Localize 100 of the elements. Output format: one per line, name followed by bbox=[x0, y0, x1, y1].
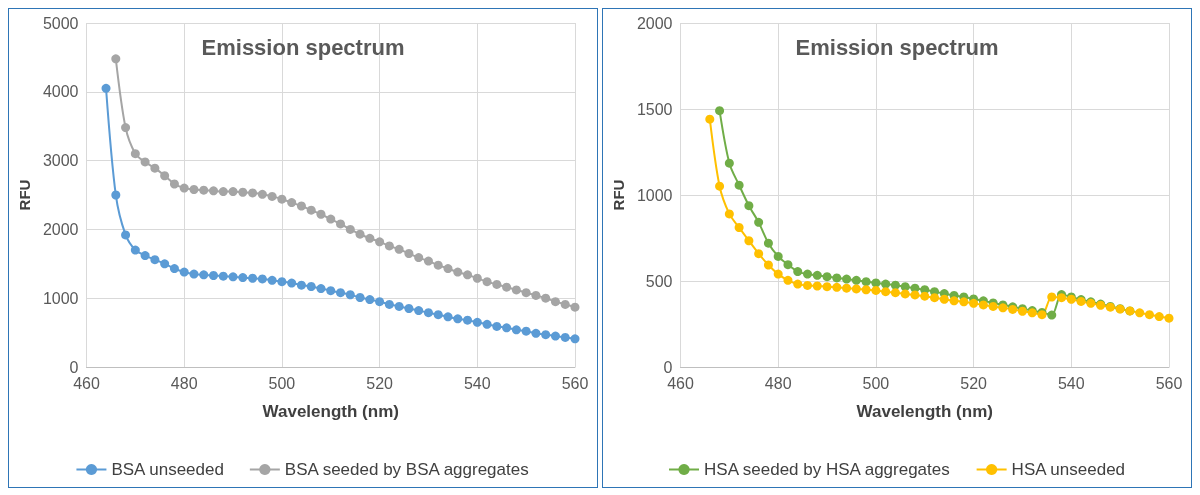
point bbox=[443, 264, 453, 274]
point bbox=[443, 312, 453, 322]
point bbox=[531, 328, 541, 338]
point bbox=[140, 157, 150, 167]
point bbox=[715, 106, 725, 116]
point bbox=[248, 188, 258, 198]
point bbox=[472, 317, 482, 327]
point bbox=[306, 282, 316, 291]
point bbox=[336, 288, 346, 298]
point bbox=[111, 54, 121, 64]
y-tick-label: 1000 bbox=[42, 289, 79, 307]
point bbox=[1135, 308, 1145, 318]
point bbox=[179, 183, 189, 193]
point bbox=[939, 294, 949, 304]
point bbox=[433, 260, 443, 270]
point bbox=[423, 308, 433, 318]
point bbox=[803, 280, 813, 290]
point bbox=[715, 181, 725, 191]
point bbox=[365, 295, 375, 305]
point bbox=[345, 290, 355, 300]
x-tick-label: 520 bbox=[366, 374, 394, 392]
point bbox=[365, 233, 375, 243]
point bbox=[414, 306, 424, 316]
x-tick-label: 500 bbox=[268, 374, 296, 392]
y-tick-label: 1500 bbox=[636, 100, 673, 118]
x-tick-label: 480 bbox=[170, 374, 198, 392]
point bbox=[1144, 310, 1154, 320]
point bbox=[140, 251, 150, 261]
point bbox=[482, 319, 492, 329]
point bbox=[793, 279, 803, 289]
point bbox=[842, 274, 852, 284]
point bbox=[160, 171, 170, 181]
point bbox=[492, 279, 502, 289]
point bbox=[492, 321, 502, 331]
point bbox=[1154, 312, 1164, 322]
x-axis-title: Wavelength (nm) bbox=[856, 402, 993, 421]
point bbox=[453, 314, 463, 324]
point bbox=[550, 331, 560, 341]
point bbox=[169, 179, 179, 189]
x-axis-title: Wavelength (nm) bbox=[262, 402, 399, 421]
point bbox=[404, 248, 414, 258]
y-axis-title: RFU bbox=[16, 179, 33, 211]
point bbox=[861, 285, 871, 295]
legend-label: HSA seeded by HSA aggregates bbox=[704, 460, 950, 479]
point bbox=[316, 284, 326, 294]
x-tick-label: 460 bbox=[73, 374, 100, 392]
text: Emission spectrum bbox=[795, 34, 999, 60]
y-tick-label: 2000 bbox=[42, 220, 79, 238]
point bbox=[404, 304, 414, 314]
point bbox=[394, 244, 404, 254]
point bbox=[900, 289, 910, 299]
point bbox=[345, 224, 355, 234]
point bbox=[433, 310, 443, 320]
point bbox=[160, 259, 170, 269]
point bbox=[851, 275, 861, 285]
point bbox=[871, 285, 881, 295]
point bbox=[150, 163, 160, 173]
point bbox=[881, 279, 891, 289]
y-tick-label: 4000 bbox=[42, 83, 79, 101]
point bbox=[541, 293, 551, 303]
x-tick-label: 540 bbox=[463, 374, 491, 392]
point bbox=[189, 269, 199, 279]
point bbox=[316, 209, 326, 219]
point bbox=[959, 297, 969, 307]
x-tick-label: 480 bbox=[764, 374, 792, 392]
y-tick-label: 0 bbox=[69, 358, 79, 376]
legend-label: BSA seeded by BSA aggregates bbox=[284, 460, 529, 479]
y-tick-label: 2000 bbox=[636, 14, 673, 32]
point bbox=[531, 290, 541, 300]
point bbox=[511, 325, 521, 335]
x-tick-label: 460 bbox=[667, 374, 694, 392]
point bbox=[130, 149, 140, 159]
point bbox=[336, 219, 346, 229]
point bbox=[453, 267, 463, 277]
point bbox=[744, 236, 754, 246]
point bbox=[969, 298, 979, 308]
point bbox=[375, 297, 385, 307]
point bbox=[355, 293, 365, 303]
point bbox=[881, 287, 891, 297]
x-tick-label: 500 bbox=[862, 374, 890, 392]
point bbox=[296, 280, 306, 290]
legend-label: HSA unseeded bbox=[1011, 460, 1126, 479]
point bbox=[101, 83, 111, 93]
point bbox=[287, 278, 297, 288]
point bbox=[812, 281, 822, 291]
x-tick-label: 540 bbox=[1057, 374, 1085, 392]
point bbox=[326, 214, 336, 224]
point bbox=[257, 189, 267, 199]
x-tick-label: 520 bbox=[960, 374, 988, 392]
point bbox=[521, 326, 531, 336]
point bbox=[842, 283, 852, 293]
point bbox=[763, 260, 773, 270]
y-axis-title: RFU bbox=[610, 179, 627, 211]
point bbox=[861, 277, 871, 287]
point bbox=[209, 186, 219, 196]
point bbox=[560, 332, 570, 342]
point bbox=[238, 187, 248, 197]
point bbox=[511, 285, 521, 295]
point bbox=[384, 241, 394, 251]
point bbox=[783, 260, 793, 270]
